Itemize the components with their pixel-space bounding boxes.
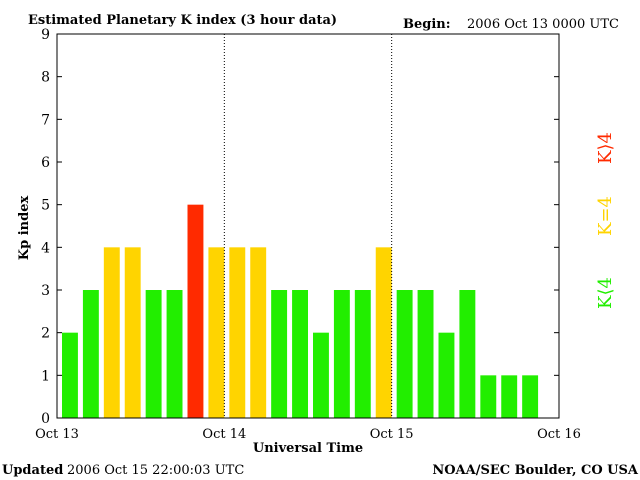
legend-k-equal-4: K=4: [595, 196, 616, 236]
y-tick-label: 2: [41, 326, 50, 342]
source-credit: NOAA/SEC Boulder, CO USA: [432, 463, 639, 478]
kp-bar: [166, 290, 183, 418]
kp-bar: [103, 247, 120, 418]
updated-value: 2006 Oct 15 22:00:03 UTC: [67, 463, 244, 478]
x-tick-label: Oct 13: [35, 427, 79, 442]
kp-bar: [333, 290, 350, 418]
plot-area: 0 1 2 3 4 5 6 7 8 9 Oct 13 Oct 14 Oct 15 Oct 16: [35, 27, 581, 442]
legend-k-greater-4: K⟩4: [595, 132, 616, 164]
y-tick-label: 9: [41, 27, 50, 43]
kp-bar: [313, 332, 329, 418]
kp-bar: [501, 375, 518, 418]
chart-title: Estimated Planetary K index (3 hour data…: [28, 13, 337, 28]
kp-bar: [271, 290, 288, 418]
y-tick-label: 0: [41, 411, 50, 427]
kp-bar: [417, 290, 434, 418]
kp-bar: [250, 247, 267, 418]
x-tick-label: Oct 15: [370, 427, 414, 442]
kp-bar: [62, 332, 78, 418]
kp-bar: [292, 290, 308, 418]
kp-bar: [375, 247, 392, 418]
kp-bar: [208, 247, 225, 418]
y-tick-label: 5: [41, 198, 50, 214]
updated-label: Updated: [2, 463, 63, 478]
kp-bar: [354, 290, 371, 418]
y-tick-label: 3: [41, 283, 50, 299]
legend-k-less-4: K⟨4: [595, 277, 616, 309]
begin-label: Begin:: [403, 17, 451, 32]
x-tick-label: Oct 16: [537, 427, 581, 442]
begin-value: 2006 Oct 13 0000 UTC: [467, 17, 619, 32]
y-tick-label: 4: [41, 240, 50, 256]
kp-bar: [480, 375, 497, 418]
x-tick-label: Oct 14: [202, 427, 246, 442]
x-axis-label: Universal Time: [253, 441, 363, 456]
kp-bar: [187, 204, 204, 418]
kp-bar: [522, 375, 539, 418]
kp-bar: [396, 290, 413, 418]
kp-bar: [145, 290, 162, 418]
kp-bar: [82, 290, 99, 418]
y-axis-label: Kp index: [17, 196, 32, 261]
plot-frame: [56, 33, 560, 419]
y-tick-label: 1: [41, 368, 50, 384]
kp-bar: [459, 290, 476, 418]
y-tick-label: 8: [41, 70, 50, 86]
kp-bar: [124, 247, 141, 418]
kp-bar: [438, 332, 455, 418]
y-tick-label: 6: [41, 155, 50, 171]
y-tick-label: 7: [41, 112, 50, 128]
kp-bar: [229, 247, 246, 418]
